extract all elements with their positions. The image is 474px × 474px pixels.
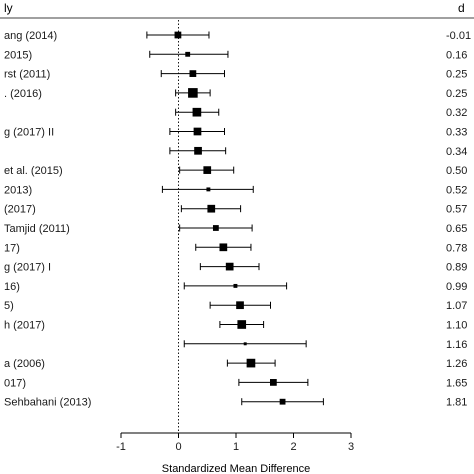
effect-size-value: 1.81	[446, 397, 467, 409]
effect-size-marker	[246, 358, 256, 368]
study-row: g (2017) II 0.33	[4, 127, 467, 139]
study-row: ang (2014) -0.01	[4, 30, 471, 42]
study-row: 0.34	[169, 146, 467, 158]
effect-size-marker	[192, 107, 202, 117]
study-label: 17)	[4, 242, 20, 254]
study-label: 5)	[4, 300, 14, 312]
effect-size-marker	[185, 51, 191, 57]
study-row: 16) 0.99	[4, 281, 467, 293]
effect-size-value: 0.32	[446, 107, 467, 119]
effect-size-value: 0.25	[446, 88, 467, 100]
study-row: (2017) 0.57	[4, 204, 467, 216]
x-axis-label: Standardized Mean Difference	[162, 463, 310, 474]
effect-size-value: 0.89	[446, 262, 467, 274]
study-row: . (2016) 0.25	[4, 88, 467, 100]
study-row: rst (2011) 0.25	[4, 69, 467, 81]
effect-size-marker	[203, 166, 212, 174]
effect-size-marker	[207, 204, 216, 213]
study-label: g (2017) II	[4, 127, 54, 139]
x-tick-label: 1	[233, 441, 239, 453]
study-label: . (2016)	[4, 88, 42, 100]
study-row: Tamjid (2011) 0.65	[4, 223, 467, 235]
effect-size-marker	[206, 187, 211, 192]
study-row: 2013) 0.52	[4, 184, 467, 196]
effect-size-marker	[219, 243, 228, 252]
study-row: 5) 1.07	[4, 300, 467, 312]
effect-size-value: 0.50	[446, 165, 467, 177]
study-row: 0.32	[175, 107, 467, 119]
x-tick-label: 0	[175, 441, 181, 453]
effect-column-header: d	[458, 1, 465, 15]
study-label: g (2017) I	[4, 262, 51, 274]
study-label: ang (2014)	[4, 30, 57, 42]
study-row: h (2017) 1.10	[4, 320, 467, 332]
effect-size-value: 1.10	[446, 320, 467, 332]
effect-size-marker	[189, 70, 197, 77]
effect-size-marker	[279, 398, 286, 405]
study-label: Sehbahani (2013)	[4, 397, 91, 409]
effect-size-value: 0.99	[446, 281, 467, 293]
effect-size-value: 1.65	[446, 377, 467, 389]
study-label: (2017)	[4, 204, 36, 216]
effect-size-marker	[243, 342, 247, 346]
study-label: 2013)	[4, 184, 32, 196]
effect-size-value: 0.25	[446, 69, 467, 81]
x-tick-label: 2	[290, 441, 296, 453]
effect-size-value: 0.65	[446, 223, 467, 235]
effect-size-value: 0.34	[446, 146, 467, 158]
effect-size-value: 0.78	[446, 242, 467, 254]
effect-size-marker	[193, 127, 202, 136]
effect-size-value: 1.07	[446, 300, 467, 312]
study-label: 017)	[4, 377, 26, 389]
study-row: 1.16	[183, 339, 467, 351]
effect-size-value: 0.52	[446, 184, 467, 196]
study-label: rst (2011)	[4, 69, 50, 81]
effect-size-marker	[236, 301, 244, 310]
effect-size-marker	[270, 379, 277, 386]
study-label: 2015)	[4, 49, 32, 61]
study-row: 017) 1.65	[4, 377, 467, 389]
effect-size-value: -0.01	[446, 30, 471, 42]
study-row: 17) 0.78	[4, 242, 467, 254]
study-column-header: ly	[4, 1, 13, 15]
study-label: Tamjid (2011)	[4, 223, 70, 235]
study-label: h (2017)	[4, 320, 45, 332]
effect-size-value: 0.57	[446, 204, 467, 216]
study-row: g (2017) I 0.89	[4, 262, 467, 274]
study-row: 2015) 0.16	[4, 49, 467, 61]
study-label: et al. (2015)	[4, 165, 63, 177]
effect-size-marker	[233, 283, 238, 288]
effect-size-marker	[212, 225, 219, 231]
effect-size-marker	[237, 320, 247, 329]
x-tick-label: -1	[116, 441, 126, 453]
effect-size-value: 1.16	[446, 339, 467, 351]
study-label: 16)	[4, 281, 20, 293]
x-axis: -1 0 1 2 3	[116, 432, 354, 453]
study-label: a (2006)	[4, 358, 45, 370]
effect-size-marker	[194, 146, 202, 155]
effect-size-marker	[188, 88, 198, 98]
effect-size-marker	[174, 31, 182, 39]
study-row: et al. (2015) 0.50	[4, 165, 467, 177]
effect-size-value: 0.16	[446, 49, 467, 61]
effect-size-value: 0.33	[446, 127, 467, 139]
study-row: a (2006) 1.26	[4, 358, 467, 370]
effect-size-value: 1.26	[446, 358, 467, 370]
study-row: Sehbahani (2013) 1.81	[4, 397, 467, 409]
x-tick-label: 3	[348, 441, 354, 453]
effect-size-marker	[225, 262, 234, 271]
